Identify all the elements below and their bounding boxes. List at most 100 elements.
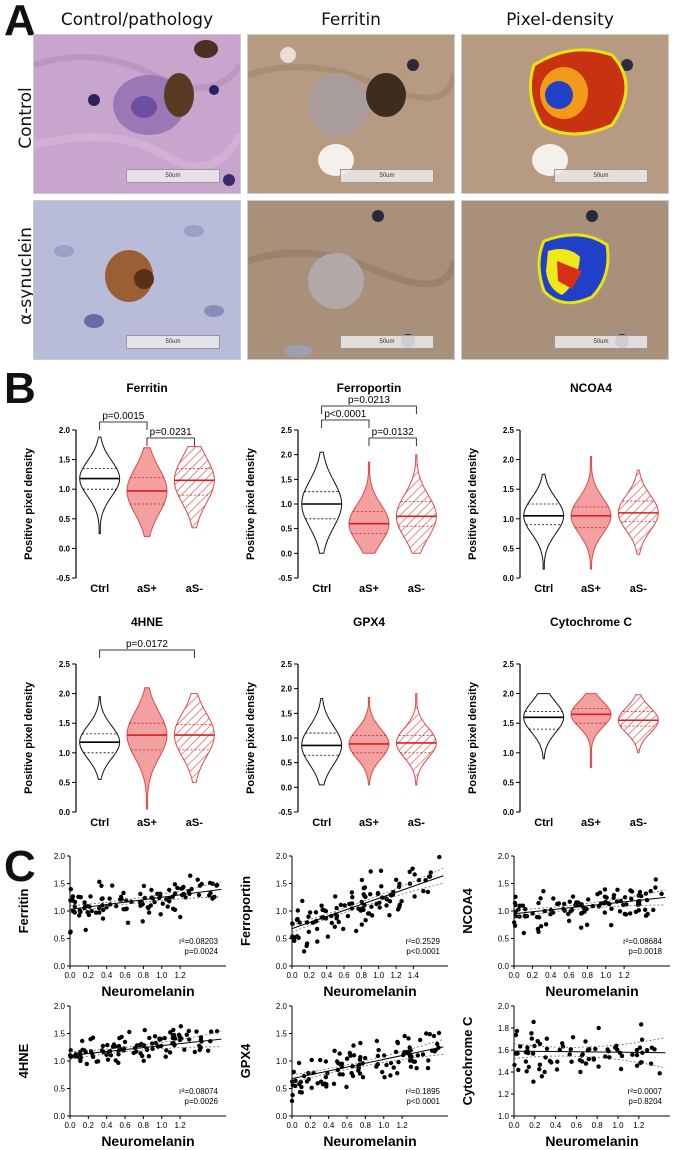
data-point [290,935,295,940]
data-point [653,877,658,882]
data-point [351,1043,356,1048]
data-point [149,1041,155,1046]
data-point [125,920,131,925]
x-tick-label: 0.0 [286,1121,298,1130]
data-point [520,903,526,908]
y-tick-label: 2.0 [54,852,66,861]
data-point [131,1050,136,1056]
data-point [643,907,648,912]
data-point [639,1060,644,1065]
x-tick-label: 0.8 [356,971,368,980]
y-tick-label: 1.0 [276,907,288,916]
data-point [137,900,143,905]
data-point [538,924,544,929]
micrograph-control-pixel-density: 50um [461,34,669,194]
data-point [70,894,76,899]
y-tick-label: 1.8 [498,1024,510,1033]
violin-ctrl [301,451,343,554]
panel-b-label: B [4,364,36,413]
x-tick-label: 0.2 [305,1121,317,1130]
data-point [375,1062,381,1067]
data-point [184,1032,189,1037]
data-point [323,908,328,914]
data-point [518,1044,523,1049]
confidence-band [291,1054,444,1083]
data-point [577,1058,583,1063]
p-value-label: p=0.0231 [150,427,192,438]
data-point [555,1059,560,1064]
data-point [100,1043,106,1049]
data-point [530,1051,536,1056]
data-point [337,1051,342,1056]
data-point [208,1039,213,1044]
violin-ctrl [523,693,565,760]
data-point [114,903,119,909]
data-point [615,887,620,892]
data-point [583,1039,588,1044]
confidence-band [513,904,666,918]
data-point [100,916,106,921]
data-point [381,1053,387,1058]
data-point [319,903,324,908]
data-point [637,889,643,895]
data-point [602,887,608,892]
significance-bracket [146,437,195,446]
data-point [628,911,633,916]
data-point [623,912,629,917]
scale-bar: 50um [340,169,434,183]
data-point [526,1064,531,1070]
data-point [648,1061,654,1066]
x-tick-label: 0.4 [101,971,113,980]
data-point [300,898,305,904]
x-tick-label: 1.2 [390,971,402,980]
data-point [85,910,90,915]
x-tick-label: 0.8 [582,971,594,980]
data-point [336,919,341,925]
data-point [149,887,154,893]
x-tick-label: Ctrl [90,583,109,595]
column-header-pixel-density: Pixel-density [506,10,614,30]
data-point [536,929,541,934]
data-point [557,1047,562,1053]
data-point [68,887,73,892]
data-point [127,1029,132,1035]
data-point [289,1098,295,1104]
y-tick-label: -0.5 [278,808,292,817]
x-tick-label: 0.6 [338,971,350,980]
violin-chart-ncoa4: NCOA4 Positive pixel density 0.0 0.5 1.0 1.5 2… [467,381,659,595]
y-tick-label: 2.5 [503,660,515,669]
y-tick-label: 0.5 [54,935,66,944]
y-tick-label: 0.5 [503,778,515,787]
y-tick-label: 0.5 [276,1085,288,1094]
data-point [578,1069,583,1075]
data-point [187,1037,192,1042]
data-point [415,1053,420,1058]
violin-as- [173,693,215,783]
confidence-band [291,1038,444,1076]
data-point [395,1071,400,1076]
data-point [142,1027,147,1033]
data-point [368,892,373,897]
x-tick-label: aS- [186,583,203,595]
r-squared-label: r²=0.08203 [179,937,218,946]
p-value-label: p<0.0001 [406,1097,440,1106]
data-point [556,901,562,906]
data-point [569,1059,574,1064]
data-point [363,1055,368,1061]
violin-chart-ferritin: Ferritin Positive pixel density -0.5 0.0 0.5… [23,381,215,595]
data-point [391,1065,396,1070]
data-point [145,905,150,910]
data-point [192,1049,197,1055]
x-tick-label: aS+ [137,817,157,829]
data-point [560,1044,566,1049]
violin-chart-gpx4: GPX4 Positive pixel density -0.5 0.0 0.5 1.0 1… [245,615,437,829]
data-point [141,1043,147,1048]
y-tick-label: 1.0 [498,1112,510,1121]
data-point [609,923,614,928]
y-tick-label: 1.6 [498,1046,510,1055]
data-point [360,1075,366,1080]
data-point [146,1054,152,1059]
data-point [344,1056,350,1061]
data-point [437,854,442,860]
scale-bar: 50um [554,169,648,183]
